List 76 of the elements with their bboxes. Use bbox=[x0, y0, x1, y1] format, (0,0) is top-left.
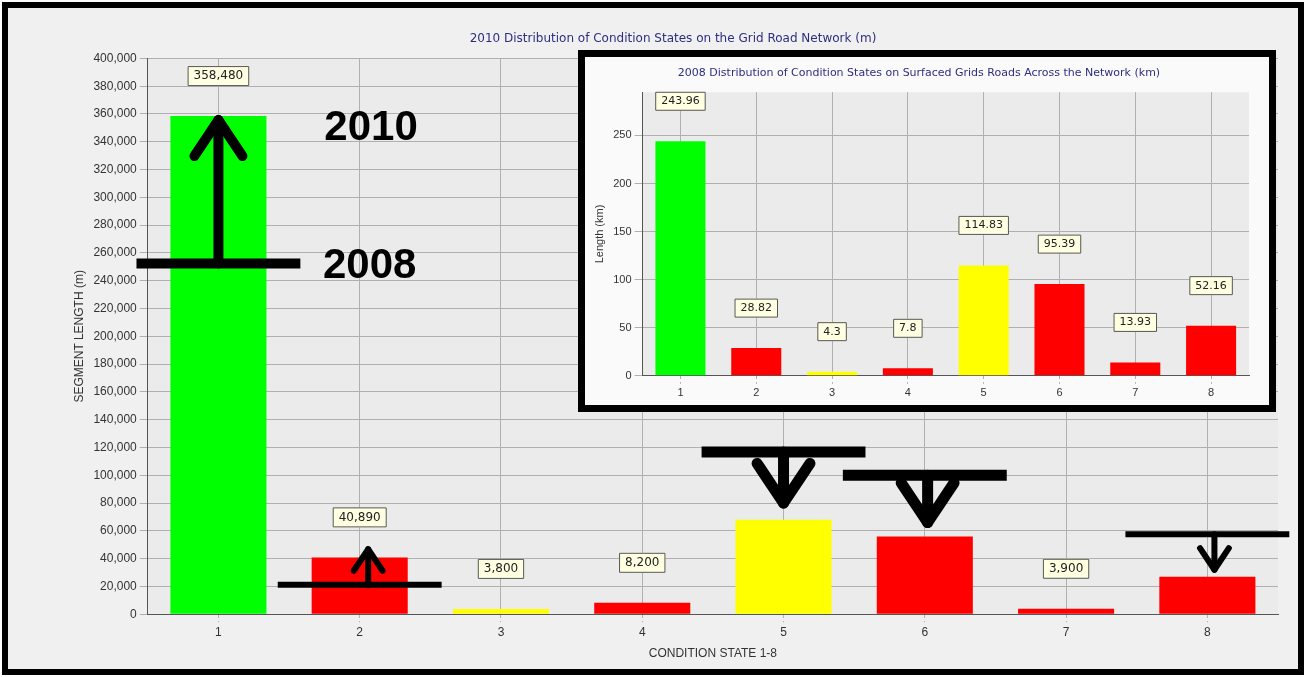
y-tick-label: 200,000 bbox=[93, 328, 138, 343]
y-tick-label: 320,000 bbox=[93, 161, 138, 176]
bar bbox=[452, 608, 550, 614]
y-tick-label: 20,000 bbox=[100, 578, 138, 593]
x-axis-title: CONDITION STATE 1-8 bbox=[648, 646, 778, 661]
bar bbox=[655, 141, 706, 376]
y-tick-label: 240,000 bbox=[93, 273, 138, 288]
x-tick-label: 2 bbox=[753, 386, 760, 399]
x-tick-label: 8 bbox=[1204, 624, 1212, 639]
annotation: 2008 bbox=[322, 240, 417, 289]
x-tick-label: 1 bbox=[215, 624, 223, 639]
y-tick-label: 60,000 bbox=[100, 523, 138, 538]
x-tick-label: 6 bbox=[921, 624, 929, 639]
chart-title: 2008 Distribution of Condition States on Surfaced Grids Roads Across the Network (km) bbox=[677, 66, 1161, 80]
data-label: 243.96 bbox=[661, 94, 700, 108]
x-tick-label: 6 bbox=[1056, 386, 1063, 399]
x-tick-label: 8 bbox=[1208, 386, 1215, 399]
x-tick-label: 4 bbox=[638, 624, 646, 639]
x-tick-label: 7 bbox=[1062, 624, 1070, 639]
x-tick-label: 5 bbox=[980, 386, 987, 399]
annotation: 2010 bbox=[324, 102, 418, 151]
data-label: 28.82 bbox=[740, 300, 773, 314]
data-label: 40,890 bbox=[338, 509, 381, 524]
y-tick-label: 360,000 bbox=[93, 106, 138, 121]
y-axis-title: SEGMENT LENGTH (m) bbox=[71, 270, 86, 403]
y-axis-title: Length (km) bbox=[592, 204, 605, 264]
data-label: 3,800 bbox=[483, 561, 519, 576]
y-tick-label: 400,000 bbox=[93, 50, 138, 65]
bar bbox=[1110, 362, 1161, 376]
bar bbox=[1186, 325, 1237, 376]
y-tick-label: 220,000 bbox=[93, 300, 138, 315]
y-tick-label: 120,000 bbox=[93, 439, 138, 454]
bar bbox=[876, 536, 973, 614]
data-label: 95.39 bbox=[1043, 236, 1076, 250]
data-label: 358,480 bbox=[193, 68, 244, 83]
bar bbox=[1159, 576, 1256, 614]
data-label: 13.93 bbox=[1119, 315, 1152, 329]
bar bbox=[958, 265, 1009, 376]
chart-title: 2010 Distribution of Condition States on the Grid Road Network (m) bbox=[469, 31, 877, 46]
y-tick-label: 280,000 bbox=[93, 217, 138, 232]
data-label: 3,900 bbox=[1048, 560, 1084, 575]
y-tick-label: 250 bbox=[613, 128, 632, 141]
y-tick-label: 300,000 bbox=[93, 189, 138, 204]
y-tick-label: 0 bbox=[130, 606, 138, 621]
x-tick-label: 1 bbox=[677, 386, 684, 399]
data-label: 52.16 bbox=[1195, 278, 1227, 292]
y-tick-label: 150 bbox=[613, 224, 632, 237]
y-tick-label: 40,000 bbox=[100, 550, 138, 565]
y-tick-label: 260,000 bbox=[93, 245, 138, 260]
data-label: 4.3 bbox=[823, 324, 841, 338]
bar bbox=[731, 348, 782, 376]
y-tick-label: 340,000 bbox=[93, 134, 138, 149]
data-label: 7.8 bbox=[899, 321, 917, 335]
bar bbox=[882, 368, 933, 376]
y-tick-label: 180,000 bbox=[93, 356, 138, 371]
y-tick-label: 200 bbox=[613, 176, 632, 189]
bar bbox=[735, 519, 832, 614]
y-tick-label: 160,000 bbox=[93, 384, 138, 399]
x-tick-label: 3 bbox=[829, 386, 836, 399]
x-tick-label: 5 bbox=[780, 624, 788, 639]
data-label: 114.83 bbox=[964, 218, 1003, 232]
y-tick-label: 380,000 bbox=[93, 78, 138, 93]
x-tick-label: 2 bbox=[356, 624, 364, 639]
bar bbox=[594, 602, 691, 614]
y-tick-label: 0 bbox=[625, 368, 632, 381]
y-tick-label: 80,000 bbox=[100, 495, 138, 510]
y-tick-label: 140,000 bbox=[93, 411, 138, 426]
bar bbox=[1034, 284, 1085, 376]
y-tick-label: 50 bbox=[619, 320, 632, 333]
x-tick-label: 4 bbox=[904, 386, 911, 399]
y-tick-label: 100,000 bbox=[93, 467, 138, 482]
x-tick-label: 3 bbox=[497, 624, 505, 639]
bar bbox=[1018, 608, 1115, 614]
x-tick-label: 7 bbox=[1132, 386, 1139, 399]
y-tick-label: 100 bbox=[613, 272, 632, 285]
data-label: 8,200 bbox=[625, 554, 660, 569]
